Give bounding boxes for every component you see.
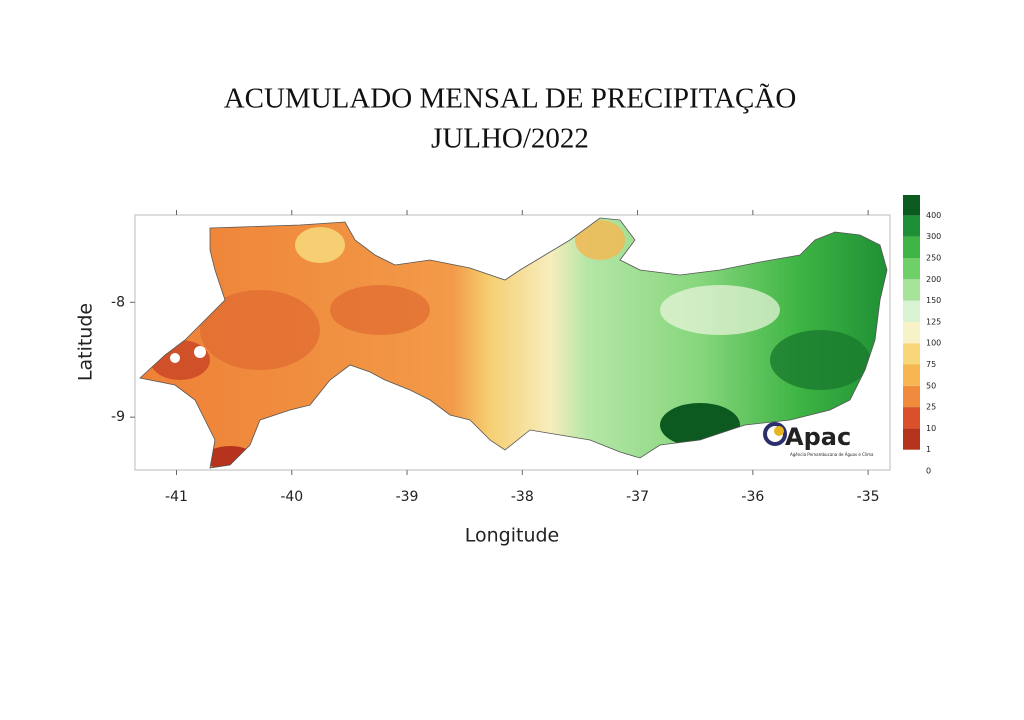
x-tick-label: -41 <box>165 489 188 505</box>
legend-label: 100 <box>926 339 941 348</box>
legend-swatch <box>903 407 920 429</box>
x-tick-label: -37 <box>626 489 649 505</box>
legend-swatch <box>903 385 920 408</box>
x-axis-label: Longitude <box>465 525 560 547</box>
x-tick-label: -40 <box>280 489 303 505</box>
legend-swatch <box>903 343 920 365</box>
legend-label: 400 <box>926 211 941 220</box>
legend-label: 50 <box>926 381 936 390</box>
legend-label: 75 <box>926 360 936 369</box>
legend-swatch <box>903 258 920 280</box>
y-axis-label: Latitude <box>75 303 97 381</box>
logo-subtitle: Agência Pernambucana de Águas e Clima <box>790 452 874 457</box>
legend-swatch <box>903 236 920 258</box>
legend-label: 125 <box>926 317 941 326</box>
legend-swatch <box>903 428 920 450</box>
legend: 0 1 10 25 50 75 100 125 150 200 250 300 400 <box>903 195 941 476</box>
axes: -41 -40 -39 -38 -37 -36 -35 -8 -9 <box>111 210 880 505</box>
title: ACUMULADO MENSAL DE PRECIPITAÇÃO <box>224 83 797 115</box>
legend-label: 0 <box>926 467 931 476</box>
y-tick-label: -8 <box>111 294 125 310</box>
legend-label: 250 <box>926 254 941 263</box>
x-tick-label: -36 <box>741 489 764 505</box>
state-outline <box>139 217 888 469</box>
y-tick-label: -9 <box>111 409 125 425</box>
legend-label: 200 <box>926 275 941 284</box>
legend-swatch <box>903 279 920 301</box>
logo-name: Apac <box>785 423 851 451</box>
legend-swatch <box>903 215 920 237</box>
legend-swatch <box>903 321 920 344</box>
x-tick-label: -35 <box>857 489 880 505</box>
legend-swatch <box>903 364 920 386</box>
legend-label: 150 <box>926 296 941 305</box>
legend-label: 1 <box>926 445 931 454</box>
x-tick-label: -38 <box>511 489 534 505</box>
subtitle: JULHO/2022 <box>431 123 589 155</box>
legend-label: 25 <box>926 403 936 412</box>
legend-swatch <box>903 195 920 216</box>
legend-label: 10 <box>926 424 936 433</box>
legend-label: 300 <box>926 232 941 241</box>
legend-swatch <box>903 300 920 322</box>
x-tick-label: -39 <box>396 489 419 505</box>
logo: Apac Agência Pernambucana de Águas e Cli… <box>763 422 874 457</box>
